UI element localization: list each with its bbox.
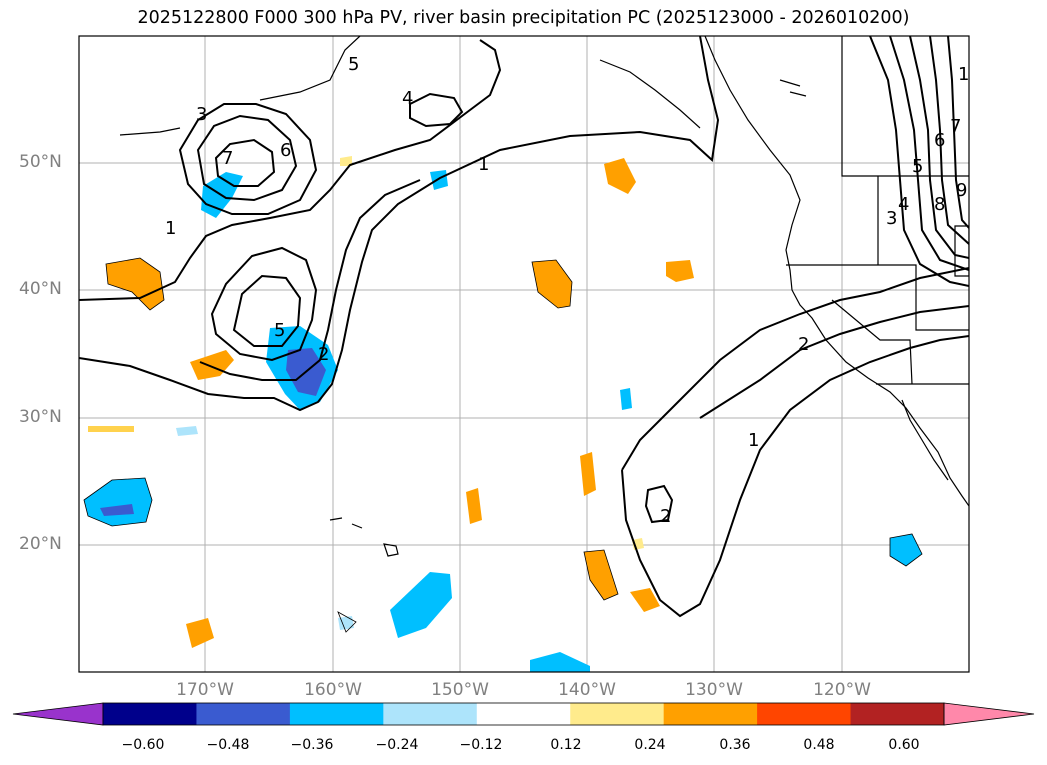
lat-label: 40°N	[19, 279, 62, 299]
colorbar-segment	[103, 703, 197, 725]
lon-label: 170°W	[176, 680, 234, 700]
contour-label: 5	[348, 54, 359, 75]
contour-label: 6	[934, 130, 945, 151]
colorbar-segment	[383, 703, 478, 725]
map-border	[78, 35, 970, 673]
colorbar-tick-label: 0.48	[803, 737, 835, 753]
lat-label: 50°N	[19, 152, 62, 172]
lat-label: 30°N	[19, 407, 62, 427]
colorbar-extension-max	[943, 702, 1035, 726]
colorbar-tick-label: 0.36	[719, 737, 751, 753]
lon-label: 150°W	[431, 680, 489, 700]
contour-label: 1	[165, 218, 176, 239]
contour-label: 2	[318, 344, 329, 365]
contour-label: 9	[956, 180, 967, 201]
shading-outlines	[83, 257, 923, 633]
lon-label: 160°W	[304, 680, 362, 700]
contour-label: 2	[660, 506, 671, 527]
contour-label: 2	[798, 334, 809, 355]
chart-title: 2025122800 F000 300 hPa PV, river basin …	[137, 8, 910, 28]
colorbar-segment	[570, 703, 665, 725]
lon-label: 130°W	[685, 680, 743, 700]
contour-label: 3	[196, 104, 207, 125]
contour-label: 3	[886, 208, 897, 229]
contour-label: 6	[280, 140, 291, 161]
contour-label: 1	[958, 64, 969, 85]
colorbar-segment	[476, 703, 571, 725]
colorbar-tick-label: 0.24	[634, 737, 666, 753]
contour-label: 4	[402, 88, 413, 109]
colorbar-extension-min	[12, 702, 104, 726]
contour-label: 4	[898, 194, 909, 215]
colorbar-tick-label: 0.12	[550, 737, 582, 753]
colorbar-segment	[663, 703, 758, 725]
colorbar-outline	[102, 702, 945, 726]
colorbar-segment	[850, 703, 945, 725]
colorbar-tick-label: −0.12	[459, 737, 503, 753]
colorbar-tick-label: −0.60	[121, 737, 165, 753]
lon-label: 120°W	[813, 680, 871, 700]
map-panel	[79, 36, 969, 672]
colorbar-tick-label: −0.48	[206, 737, 250, 753]
contour-label: 1	[748, 430, 759, 451]
lat-label: 20°N	[19, 534, 62, 554]
contour-label: 5	[912, 156, 923, 177]
colorbar-tick-label: 0.60	[888, 737, 920, 753]
colorbar-segment	[757, 703, 852, 725]
contour-label: 5	[274, 320, 285, 341]
colorbar-tick-label: −0.36	[290, 737, 334, 753]
colorbar-tick-label: −0.24	[375, 737, 419, 753]
contour-label: 1	[478, 154, 489, 175]
precip-shading	[84, 156, 922, 672]
coastlines	[119, 36, 969, 557]
colorbar	[12, 702, 1035, 726]
pv-contours	[79, 36, 969, 618]
lon-label: 140°W	[558, 680, 616, 700]
contour-labels: 1 2 3 4 5 6 7 1 1 2 2 5 3 4 5 6 7 8 9 1	[165, 54, 969, 527]
colorbar-segment	[289, 703, 384, 725]
contour-label: 7	[222, 148, 233, 169]
contour-label: 7	[950, 116, 961, 137]
colorbar-segment	[196, 703, 291, 725]
contour-label: 8	[934, 194, 945, 215]
